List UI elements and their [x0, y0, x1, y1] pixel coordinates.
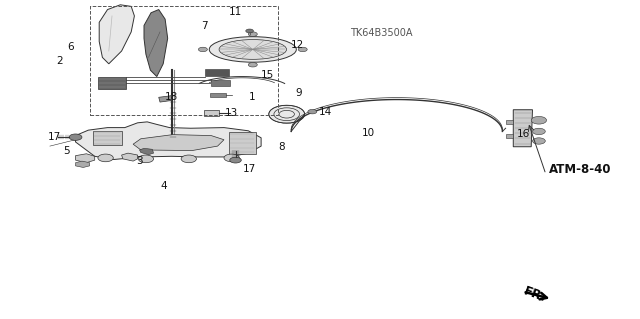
- Circle shape: [230, 157, 241, 163]
- Text: 18: 18: [165, 92, 179, 102]
- Text: FR.: FR.: [522, 284, 548, 305]
- Circle shape: [308, 109, 317, 114]
- Text: 2: 2: [56, 56, 63, 66]
- Bar: [98, 77, 126, 89]
- Circle shape: [531, 116, 547, 124]
- Ellipse shape: [209, 37, 296, 62]
- Polygon shape: [513, 110, 532, 147]
- Text: 5: 5: [63, 145, 70, 156]
- Circle shape: [98, 154, 113, 162]
- Text: 13: 13: [225, 108, 239, 118]
- Bar: [229, 132, 256, 154]
- Bar: [506, 120, 513, 124]
- Text: 1: 1: [248, 92, 255, 102]
- Circle shape: [138, 155, 154, 163]
- Text: 4: 4: [160, 181, 166, 191]
- Polygon shape: [144, 10, 168, 77]
- Circle shape: [198, 47, 207, 52]
- Text: 3: 3: [136, 156, 143, 166]
- Text: TK64B3500A: TK64B3500A: [349, 28, 412, 39]
- Circle shape: [298, 47, 307, 52]
- Bar: [205, 69, 229, 76]
- Bar: [506, 134, 513, 138]
- Circle shape: [269, 105, 305, 123]
- Circle shape: [532, 128, 545, 135]
- Text: 9: 9: [296, 87, 302, 98]
- Text: 8: 8: [278, 142, 285, 152]
- Polygon shape: [140, 148, 154, 155]
- Circle shape: [248, 32, 257, 36]
- Text: 10: 10: [362, 128, 374, 138]
- Polygon shape: [159, 96, 172, 102]
- Ellipse shape: [219, 40, 287, 59]
- Polygon shape: [76, 161, 90, 167]
- Polygon shape: [99, 5, 134, 64]
- Text: 12: 12: [291, 40, 305, 50]
- Text: 14: 14: [319, 107, 332, 117]
- Text: 7: 7: [202, 20, 208, 31]
- Bar: [93, 131, 122, 145]
- Polygon shape: [76, 154, 95, 163]
- Circle shape: [224, 154, 239, 162]
- Polygon shape: [122, 153, 138, 161]
- Circle shape: [532, 138, 545, 144]
- Circle shape: [181, 155, 196, 163]
- Bar: [211, 80, 230, 86]
- Text: 15: 15: [261, 70, 275, 80]
- Bar: [204, 110, 219, 116]
- Text: 11: 11: [229, 7, 243, 17]
- Text: 17: 17: [243, 164, 257, 174]
- Text: 17: 17: [47, 131, 61, 142]
- Circle shape: [69, 134, 82, 140]
- Polygon shape: [76, 122, 261, 160]
- Bar: [90, 6, 278, 115]
- Circle shape: [248, 63, 257, 67]
- Bar: [210, 93, 226, 97]
- Text: 6: 6: [68, 42, 74, 52]
- Circle shape: [246, 29, 253, 33]
- Text: ATM-8-40: ATM-8-40: [549, 163, 612, 176]
- Text: 16: 16: [517, 129, 530, 139]
- Polygon shape: [133, 135, 224, 151]
